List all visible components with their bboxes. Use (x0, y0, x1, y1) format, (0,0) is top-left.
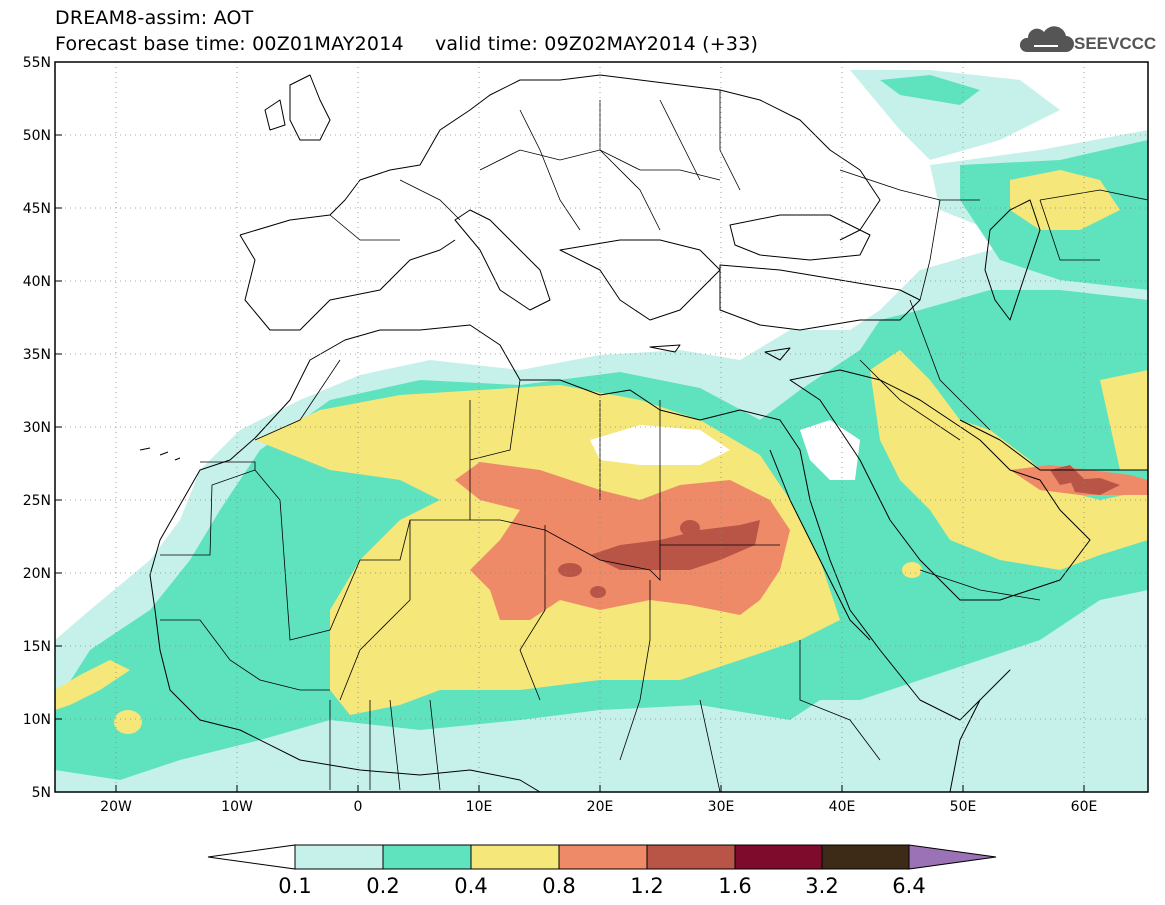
gridlines (55, 62, 1148, 792)
lat-label: 25N (23, 493, 51, 509)
lat-label: 20N (23, 566, 51, 582)
lon-ticks (115, 785, 1085, 792)
lat-label: 40N (23, 274, 51, 290)
lon-label: 0 (354, 799, 363, 815)
colorbar-segment (470, 844, 560, 870)
lat-label: 15N (23, 639, 51, 655)
colorbar-label: 0.8 (542, 874, 575, 898)
colorbar-segment (821, 844, 910, 870)
colorbar-high-arrow (908, 844, 997, 870)
chart-title: DREAM8-assim: AOT (55, 7, 254, 29)
coastlines (139, 74, 1148, 792)
lat-label: 50N (23, 128, 51, 144)
lat-label: 5N (32, 785, 51, 801)
lon-label: 10W (221, 799, 253, 815)
lon-label: 20W (100, 799, 132, 815)
lon-label: 10E (466, 799, 493, 815)
lon-label: 40E (829, 799, 856, 815)
lon-label: 50E (950, 799, 977, 815)
colorbar-segment (734, 844, 823, 870)
colorbar-label: 6.4 (892, 874, 925, 898)
lat-labels: 55N 50N 45N 40N 35N 30N 25N 20N 15N 10N … (23, 55, 51, 801)
colorbar-label: 3.2 (805, 874, 838, 898)
colorbar-low-arrow (207, 844, 296, 870)
aot-clear-areas (590, 420, 860, 480)
lon-label: 20E (587, 799, 614, 815)
lat-label: 10N (23, 712, 51, 728)
colorbar-label: 0.2 (366, 874, 399, 898)
lon-label: 30E (708, 799, 735, 815)
lat-label: 30N (23, 420, 51, 436)
colorbar-label: 1.6 (718, 874, 751, 898)
seevccc-logo: SEEVCCC (1019, 26, 1156, 53)
lat-label: 45N (23, 201, 51, 217)
lon-labels: 20W 10W 0 10E 20E 30E 40E 50E 60E (100, 799, 1097, 815)
forecast-times: Forecast base time: 00Z01MAY2014 valid t… (55, 33, 759, 55)
lon-label: 60E (1071, 799, 1098, 815)
lat-label: 35N (23, 347, 51, 363)
colorbar-segment (294, 844, 384, 870)
colorbar-label: 1.2 (630, 874, 663, 898)
colorbar-segment (382, 844, 472, 870)
lat-ticks (55, 61, 62, 793)
colorbar: 0.1 0.2 0.4 0.8 1.2 1.6 3.2 6.4 (207, 844, 997, 898)
lat-label: 55N (23, 55, 51, 71)
colorbar-segment (646, 844, 736, 870)
cloud-icon (1019, 26, 1074, 52)
colorbar-segment (558, 844, 648, 870)
aot-field (55, 70, 1148, 792)
logo-text: SEEVCCC (1074, 34, 1156, 53)
colorbar-label: 0.1 (278, 874, 311, 898)
colorbar-label: 0.4 (454, 874, 487, 898)
